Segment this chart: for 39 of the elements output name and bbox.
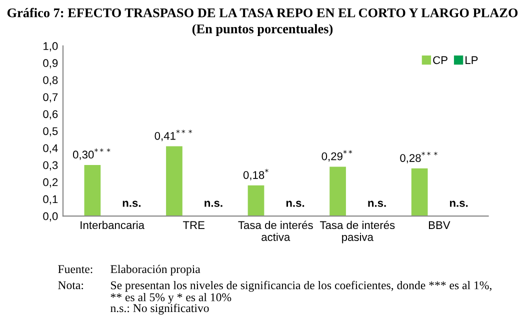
source-note: Fuente: — [58, 265, 92, 274]
text: n.s.: No significativo — [110, 304, 209, 315]
y-tick-label: 0,5 — [43, 127, 58, 136]
bar — [248, 185, 264, 216]
data-label: 0,41$^{***}$ — [154, 130, 192, 142]
chart-subtitle: (En puntos porcentuales) — [192, 24, 333, 36]
x-tick-label: BBV — [428, 221, 450, 229]
y-tick-label: 0,8 — [43, 76, 58, 86]
y-tick-label: 0,6 — [43, 110, 58, 120]
x-tick-label: Interbancaria — [80, 220, 144, 230]
x-tick-label: TRE — [182, 221, 204, 229]
y-tick-label: 0,0 — [43, 212, 58, 222]
text: n.s. — [450, 200, 468, 207]
legend-label: LP — [466, 56, 478, 64]
y-tick-label: 0,3 — [43, 161, 58, 170]
bar — [84, 164, 101, 216]
y-tick-label: 1,0 — [44, 42, 58, 52]
legend-label: CP — [433, 56, 448, 64]
x-tick-label: Tasa de interés pasiva — [320, 220, 395, 244]
data-label: 0,28$^{***}$ — [400, 152, 438, 164]
x-tick-label: Tasa de interés activa — [238, 220, 313, 242]
y-tick-label: 0,7 — [43, 93, 58, 102]
text: Elaboración propia — [110, 264, 200, 276]
text: Nota: — [58, 281, 84, 290]
data-label: 0,29$^{**}$ — [322, 150, 352, 162]
y-tick-label: 0,4 — [43, 144, 58, 154]
text: n.s. — [122, 200, 140, 207]
text: n.s. — [286, 200, 304, 207]
bar — [411, 168, 428, 216]
y-tick-label: 0,9 — [43, 59, 58, 68]
chart-title: Gráfico 7: EFECTO TRASPASO DE LA TASA REPO EN EL CORTO Y LARGO PLAZO — [7, 8, 518, 18]
data-label: 0,30$^{***}$ — [72, 148, 110, 160]
bar — [330, 166, 346, 216]
text: n.s. — [368, 200, 386, 207]
y-tick-label: 0,1 — [43, 195, 58, 204]
text: n.s. — [204, 200, 222, 207]
data-label: 0,18$^{*}$ — [243, 168, 268, 180]
y-tick-label: 0,2 — [43, 178, 58, 188]
bar — [166, 146, 182, 216]
